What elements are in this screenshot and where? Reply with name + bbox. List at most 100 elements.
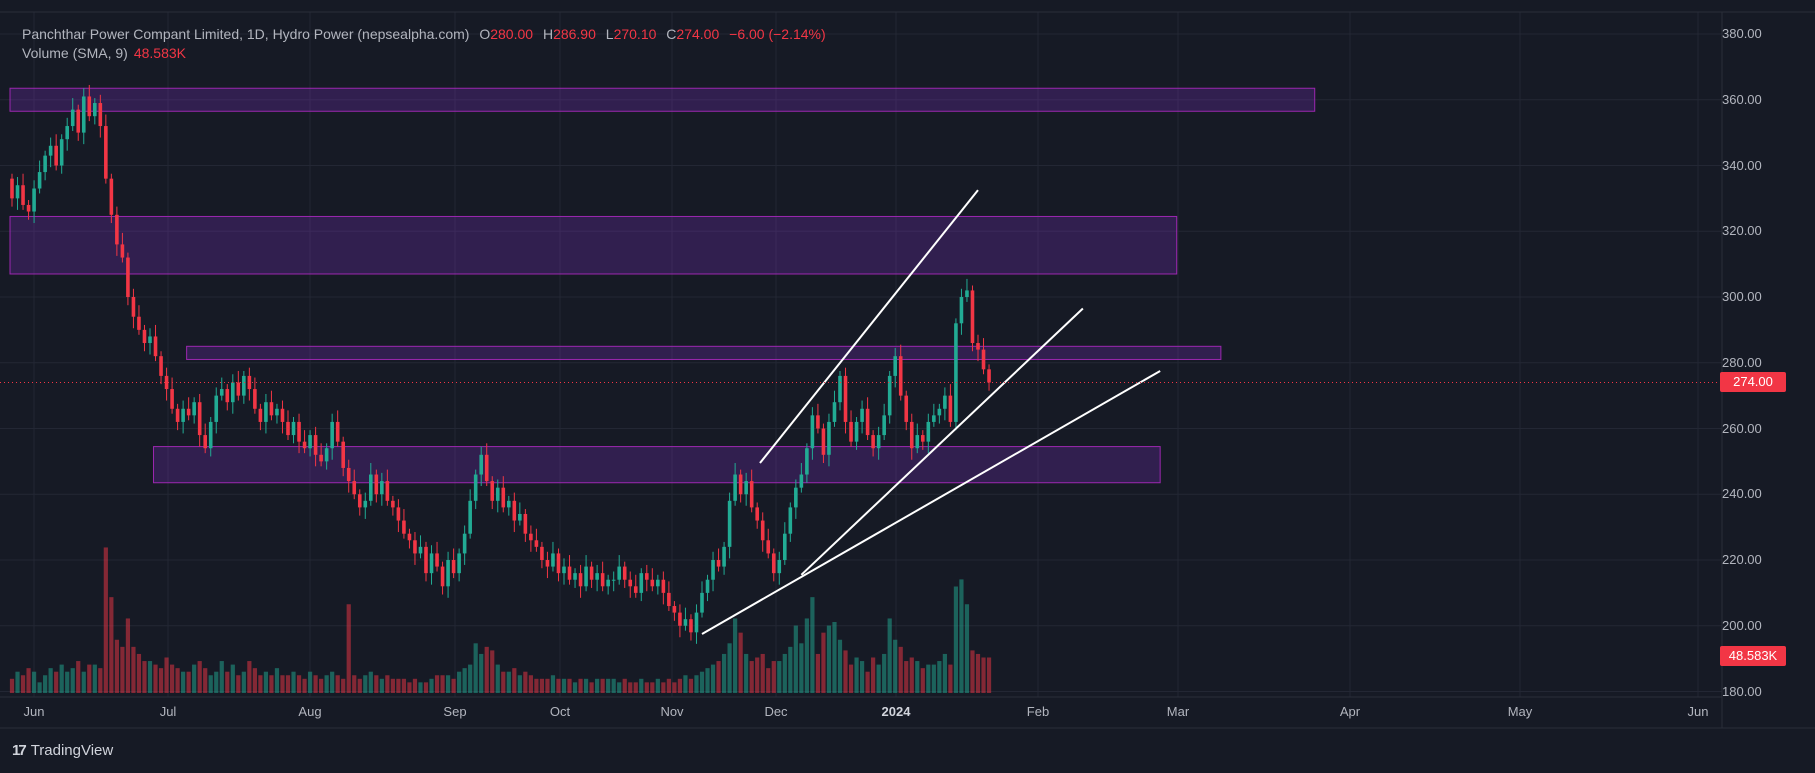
volume-bar — [970, 650, 975, 693]
volume-bar — [501, 671, 506, 693]
candle-body — [137, 316, 141, 330]
volume-bar — [346, 604, 351, 693]
time-tick-label: Mar — [1166, 704, 1190, 719]
candle-body — [219, 389, 224, 396]
candle-body — [484, 454, 489, 482]
volume-label: Volume (SMA, 9) — [22, 45, 128, 61]
volume-bar — [219, 661, 224, 693]
volume-bar — [59, 664, 64, 693]
volume-bar — [457, 671, 462, 693]
candle-body — [462, 533, 467, 554]
candle-body — [468, 500, 472, 534]
candle-body — [965, 290, 969, 297]
volume-bar — [981, 657, 986, 693]
candle-body — [932, 415, 936, 422]
volume-bar — [694, 675, 699, 693]
candle-body — [799, 474, 804, 488]
volume-bar — [771, 661, 776, 693]
candle-body — [473, 474, 478, 501]
candle-body — [164, 375, 169, 390]
volume-bar — [169, 664, 175, 693]
volume-bar — [871, 657, 876, 693]
candle-body — [667, 592, 671, 607]
volume-bar — [291, 671, 296, 693]
volume-bar — [793, 625, 798, 693]
volume-bar — [854, 657, 859, 693]
volume-bar — [606, 678, 611, 693]
candle-body — [849, 421, 853, 442]
volume-bar — [920, 668, 925, 693]
volume-bar — [578, 678, 583, 693]
price-tick-label: 380.00 — [1722, 26, 1762, 41]
candle-body — [253, 389, 257, 409]
candle-body — [689, 619, 693, 633]
close-label: C — [666, 26, 677, 42]
high-value: 286.90 — [553, 26, 596, 42]
candle-body — [236, 382, 241, 396]
volume-bar — [484, 646, 489, 693]
candle-body — [860, 408, 864, 422]
candle-body — [926, 421, 931, 442]
volume-bar — [904, 661, 909, 693]
candle-body — [159, 356, 163, 376]
candle-body — [556, 553, 561, 574]
volume-bar — [92, 664, 97, 693]
candle-body — [832, 402, 837, 422]
candle-body — [887, 375, 892, 416]
volume-bar — [832, 622, 837, 693]
volume-legend[interactable]: Volume (SMA, 9) 48.583K — [22, 45, 186, 61]
candle-body — [70, 109, 75, 127]
candle-body — [678, 612, 682, 626]
candle-body — [749, 481, 754, 508]
candle-body — [197, 402, 202, 436]
volume-bar — [37, 682, 42, 693]
tradingview-brand[interactable]: 17 TradingView — [12, 742, 113, 759]
candle-body — [93, 103, 97, 117]
last-price-badge: 274.00 — [1720, 372, 1786, 393]
candle-body — [192, 402, 196, 416]
volume-bar — [335, 675, 340, 693]
candle-body — [617, 566, 621, 580]
candle-body — [987, 369, 991, 383]
volume-bar — [357, 678, 362, 693]
volume-bar — [341, 678, 346, 693]
candle-body — [335, 421, 340, 442]
volume-bar — [175, 668, 180, 693]
candle-body — [893, 356, 897, 376]
candle-body — [435, 553, 439, 567]
candle-body — [495, 487, 500, 501]
candle-body — [909, 421, 914, 449]
candle-body — [363, 500, 368, 508]
volume-bar — [208, 675, 213, 693]
trendlines — [701, 189, 1161, 635]
candle-body — [148, 336, 152, 344]
candle-body — [567, 566, 572, 580]
volume-bar — [142, 661, 147, 693]
candle-body — [264, 402, 268, 422]
candle-body — [109, 178, 114, 215]
candle-body — [242, 375, 246, 396]
volume-bar — [54, 671, 59, 693]
candle-body — [606, 579, 610, 587]
candle-body — [700, 592, 704, 613]
volume-bar — [15, 671, 20, 693]
last-volume-badge: 48.583K — [1720, 646, 1786, 666]
price-tick-label: 240.00 — [1722, 486, 1762, 502]
candle-body — [915, 435, 920, 449]
volume-bar — [650, 682, 655, 693]
candle-body — [170, 389, 174, 409]
volume-bar — [683, 675, 688, 693]
candle-body — [501, 487, 506, 508]
volume-bar — [479, 653, 484, 693]
volume-bar — [225, 671, 230, 693]
low-value: 270.10 — [613, 26, 657, 42]
candle-body — [291, 421, 296, 436]
symbol-title[interactable]: Panchthar Power Compant Limited, 1D, Hyd… — [22, 26, 470, 42]
candle-body — [512, 500, 517, 521]
candle-body — [611, 579, 616, 581]
volume-bar — [865, 671, 870, 693]
candle-body — [26, 204, 31, 212]
change-value: −6.00 (−2.14%) — [729, 26, 826, 42]
volume-bar — [423, 682, 429, 693]
